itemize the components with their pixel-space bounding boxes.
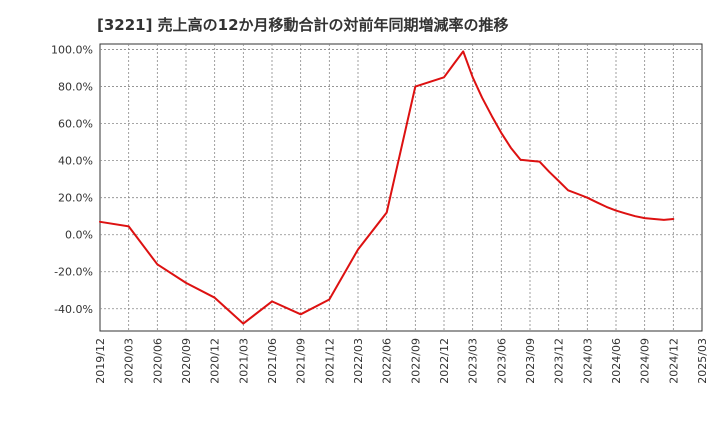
- x-tick-label: 2022/09: [409, 338, 422, 384]
- y-tick-label: -20.0%: [54, 266, 93, 279]
- x-tick-label: 2021/06: [266, 338, 279, 384]
- x-tick-label: 2025/03: [696, 338, 709, 384]
- y-tick-label: -40.0%: [54, 303, 93, 316]
- series-line: [99, 50, 675, 325]
- x-tick-label: 2024/12: [667, 338, 680, 384]
- x-tick-label: 2024/03: [581, 338, 594, 384]
- x-tick-label: 2023/06: [495, 338, 508, 384]
- y-tick-label: 80.0%: [58, 81, 93, 94]
- y-tick-label: 40.0%: [58, 155, 93, 168]
- y-tick-label: 60.0%: [58, 118, 93, 131]
- y-tick-label: 0.0%: [65, 229, 93, 242]
- y-tick-label: 20.0%: [58, 192, 93, 205]
- x-tick-label: 2020/12: [209, 338, 222, 384]
- x-tick-label: 2024/06: [610, 338, 623, 384]
- x-tick-label: 2021/09: [295, 338, 308, 384]
- x-tick-label: 2021/12: [323, 338, 336, 384]
- x-tick-label: 2022/12: [438, 338, 451, 384]
- x-tick-label: 2022/03: [352, 338, 365, 384]
- x-tick-label: 2020/03: [123, 338, 136, 384]
- x-tick-label: 2024/09: [639, 338, 652, 384]
- x-tick-label: 2023/09: [524, 338, 537, 384]
- x-tick-label: 2019/12: [94, 338, 107, 384]
- x-tick-label: 2020/06: [151, 338, 164, 384]
- chart-title: [3221] 売上高の12か月移動合計の対前年同期増減率の推移: [97, 16, 509, 34]
- x-tick-label: 2022/06: [381, 338, 394, 384]
- x-tick-label: 2023/03: [467, 338, 480, 384]
- plot-area: [99, 43, 703, 332]
- y-tick-label: 100.0%: [51, 44, 93, 57]
- x-tick-label: 2021/03: [237, 338, 250, 384]
- x-tick-label: 2020/09: [180, 338, 193, 384]
- x-tick-label: 2023/12: [553, 338, 566, 384]
